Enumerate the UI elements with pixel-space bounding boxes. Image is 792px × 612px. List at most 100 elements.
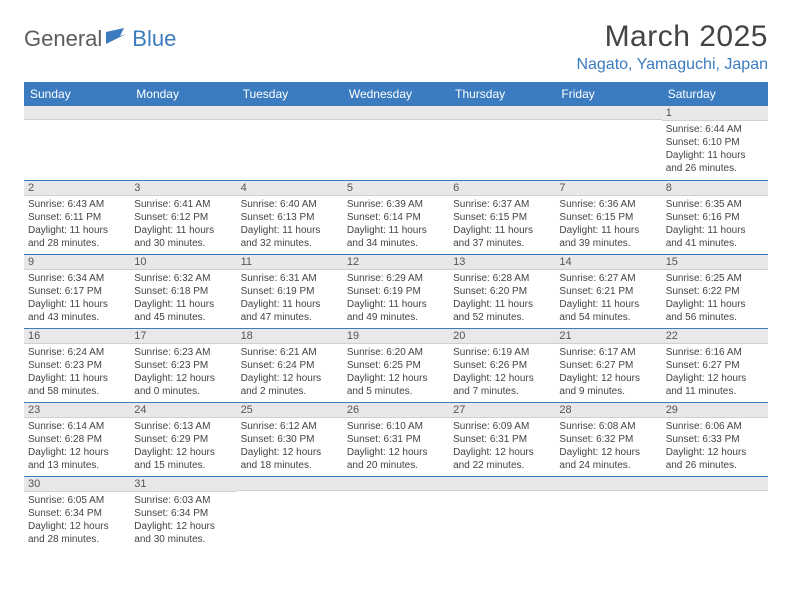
calendar-week-row: 23Sunrise: 6:14 AMSunset: 6:28 PMDayligh…	[24, 402, 768, 476]
day-details: Sunrise: 6:17 AMSunset: 6:27 PMDaylight:…	[555, 344, 661, 400]
calendar-table: SundayMondayTuesdayWednesdayThursdayFrid…	[24, 82, 768, 550]
calendar-day-cell: 24Sunrise: 6:13 AMSunset: 6:29 PMDayligh…	[130, 402, 236, 476]
day-details: Sunrise: 6:03 AMSunset: 6:34 PMDaylight:…	[130, 492, 236, 548]
calendar-day-cell: 22Sunrise: 6:16 AMSunset: 6:27 PMDayligh…	[662, 328, 768, 402]
day-number: 26	[343, 403, 449, 418]
day-details: Sunrise: 6:08 AMSunset: 6:32 PMDaylight:…	[555, 418, 661, 474]
calendar-day-cell	[237, 106, 343, 180]
calendar-week-row: 2Sunrise: 6:43 AMSunset: 6:11 PMDaylight…	[24, 180, 768, 254]
day-details: Sunrise: 6:44 AMSunset: 6:10 PMDaylight:…	[662, 121, 768, 177]
calendar-day-cell	[449, 476, 555, 550]
calendar-week-row: 16Sunrise: 6:24 AMSunset: 6:23 PMDayligh…	[24, 328, 768, 402]
calendar-day-cell: 9Sunrise: 6:34 AMSunset: 6:17 PMDaylight…	[24, 254, 130, 328]
calendar-day-cell: 16Sunrise: 6:24 AMSunset: 6:23 PMDayligh…	[24, 328, 130, 402]
calendar-day-cell: 1Sunrise: 6:44 AMSunset: 6:10 PMDaylight…	[662, 106, 768, 180]
calendar-day-cell: 26Sunrise: 6:10 AMSunset: 6:31 PMDayligh…	[343, 402, 449, 476]
weekday-header: Thursday	[449, 82, 555, 106]
logo: General Blue	[24, 20, 176, 52]
calendar-day-cell: 2Sunrise: 6:43 AMSunset: 6:11 PMDaylight…	[24, 180, 130, 254]
day-details: Sunrise: 6:25 AMSunset: 6:22 PMDaylight:…	[662, 270, 768, 326]
day-number: 2	[24, 181, 130, 196]
day-number: 21	[555, 329, 661, 344]
day-number: 7	[555, 181, 661, 196]
calendar-week-row: 1Sunrise: 6:44 AMSunset: 6:10 PMDaylight…	[24, 106, 768, 180]
day-details: Sunrise: 6:24 AMSunset: 6:23 PMDaylight:…	[24, 344, 130, 400]
weekday-header: Saturday	[662, 82, 768, 106]
day-number: 6	[449, 181, 555, 196]
day-details: Sunrise: 6:29 AMSunset: 6:19 PMDaylight:…	[343, 270, 449, 326]
location-text: Nagato, Yamaguchi, Japan	[576, 56, 768, 74]
day-number: 16	[24, 329, 130, 344]
title-block: March 2025 Nagato, Yamaguchi, Japan	[576, 20, 768, 74]
weekday-header: Friday	[555, 82, 661, 106]
day-number: 5	[343, 181, 449, 196]
day-number: 27	[449, 403, 555, 418]
header: General Blue March 2025 Nagato, Yamaguch…	[24, 20, 768, 74]
calendar-day-cell	[662, 476, 768, 550]
day-details: Sunrise: 6:39 AMSunset: 6:14 PMDaylight:…	[343, 196, 449, 252]
day-details: Sunrise: 6:12 AMSunset: 6:30 PMDaylight:…	[237, 418, 343, 474]
day-number: 31	[130, 477, 236, 492]
day-details: Sunrise: 6:14 AMSunset: 6:28 PMDaylight:…	[24, 418, 130, 474]
calendar-week-row: 9Sunrise: 6:34 AMSunset: 6:17 PMDaylight…	[24, 254, 768, 328]
day-number: 17	[130, 329, 236, 344]
calendar-day-cell: 8Sunrise: 6:35 AMSunset: 6:16 PMDaylight…	[662, 180, 768, 254]
calendar-body: 1Sunrise: 6:44 AMSunset: 6:10 PMDaylight…	[24, 106, 768, 550]
day-details: Sunrise: 6:37 AMSunset: 6:15 PMDaylight:…	[449, 196, 555, 252]
calendar-day-cell: 23Sunrise: 6:14 AMSunset: 6:28 PMDayligh…	[24, 402, 130, 476]
day-details: Sunrise: 6:09 AMSunset: 6:31 PMDaylight:…	[449, 418, 555, 474]
day-details: Sunrise: 6:21 AMSunset: 6:24 PMDaylight:…	[237, 344, 343, 400]
day-number: 23	[24, 403, 130, 418]
day-number: 19	[343, 329, 449, 344]
day-details: Sunrise: 6:36 AMSunset: 6:15 PMDaylight:…	[555, 196, 661, 252]
day-number: 18	[237, 329, 343, 344]
empty-day	[662, 477, 768, 491]
calendar-day-cell: 25Sunrise: 6:12 AMSunset: 6:30 PMDayligh…	[237, 402, 343, 476]
day-number: 1	[662, 106, 768, 121]
day-number: 22	[662, 329, 768, 344]
day-number: 9	[24, 255, 130, 270]
day-details: Sunrise: 6:05 AMSunset: 6:34 PMDaylight:…	[24, 492, 130, 548]
day-number: 3	[130, 181, 236, 196]
calendar-day-cell: 3Sunrise: 6:41 AMSunset: 6:12 PMDaylight…	[130, 180, 236, 254]
calendar-day-cell: 10Sunrise: 6:32 AMSunset: 6:18 PMDayligh…	[130, 254, 236, 328]
calendar-day-cell: 20Sunrise: 6:19 AMSunset: 6:26 PMDayligh…	[449, 328, 555, 402]
calendar-day-cell: 30Sunrise: 6:05 AMSunset: 6:34 PMDayligh…	[24, 476, 130, 550]
empty-day	[555, 477, 661, 491]
weekday-header: Sunday	[24, 82, 130, 106]
day-number: 11	[237, 255, 343, 270]
calendar-day-cell: 21Sunrise: 6:17 AMSunset: 6:27 PMDayligh…	[555, 328, 661, 402]
empty-day	[130, 106, 236, 120]
weekday-header-row: SundayMondayTuesdayWednesdayThursdayFrid…	[24, 82, 768, 106]
calendar-day-cell: 17Sunrise: 6:23 AMSunset: 6:23 PMDayligh…	[130, 328, 236, 402]
day-number: 30	[24, 477, 130, 492]
day-number: 24	[130, 403, 236, 418]
day-details: Sunrise: 6:13 AMSunset: 6:29 PMDaylight:…	[130, 418, 236, 474]
day-details: Sunrise: 6:28 AMSunset: 6:20 PMDaylight:…	[449, 270, 555, 326]
calendar-day-cell	[24, 106, 130, 180]
day-number: 28	[555, 403, 661, 418]
calendar-day-cell	[130, 106, 236, 180]
day-details: Sunrise: 6:41 AMSunset: 6:12 PMDaylight:…	[130, 196, 236, 252]
day-details: Sunrise: 6:19 AMSunset: 6:26 PMDaylight:…	[449, 344, 555, 400]
calendar-day-cell	[343, 476, 449, 550]
calendar-week-row: 30Sunrise: 6:05 AMSunset: 6:34 PMDayligh…	[24, 476, 768, 550]
day-details: Sunrise: 6:40 AMSunset: 6:13 PMDaylight:…	[237, 196, 343, 252]
day-details: Sunrise: 6:32 AMSunset: 6:18 PMDaylight:…	[130, 270, 236, 326]
day-number: 29	[662, 403, 768, 418]
day-details: Sunrise: 6:34 AMSunset: 6:17 PMDaylight:…	[24, 270, 130, 326]
calendar-day-cell: 18Sunrise: 6:21 AMSunset: 6:24 PMDayligh…	[237, 328, 343, 402]
day-number: 8	[662, 181, 768, 196]
logo-text-general: General	[24, 26, 102, 52]
day-details: Sunrise: 6:35 AMSunset: 6:16 PMDaylight:…	[662, 196, 768, 252]
empty-day	[237, 477, 343, 491]
day-details: Sunrise: 6:31 AMSunset: 6:19 PMDaylight:…	[237, 270, 343, 326]
calendar-day-cell: 13Sunrise: 6:28 AMSunset: 6:20 PMDayligh…	[449, 254, 555, 328]
calendar-day-cell: 5Sunrise: 6:39 AMSunset: 6:14 PMDaylight…	[343, 180, 449, 254]
empty-day	[555, 106, 661, 120]
calendar-day-cell: 31Sunrise: 6:03 AMSunset: 6:34 PMDayligh…	[130, 476, 236, 550]
calendar-day-cell: 12Sunrise: 6:29 AMSunset: 6:19 PMDayligh…	[343, 254, 449, 328]
empty-day	[343, 106, 449, 120]
calendar-day-cell	[555, 106, 661, 180]
calendar-day-cell: 14Sunrise: 6:27 AMSunset: 6:21 PMDayligh…	[555, 254, 661, 328]
